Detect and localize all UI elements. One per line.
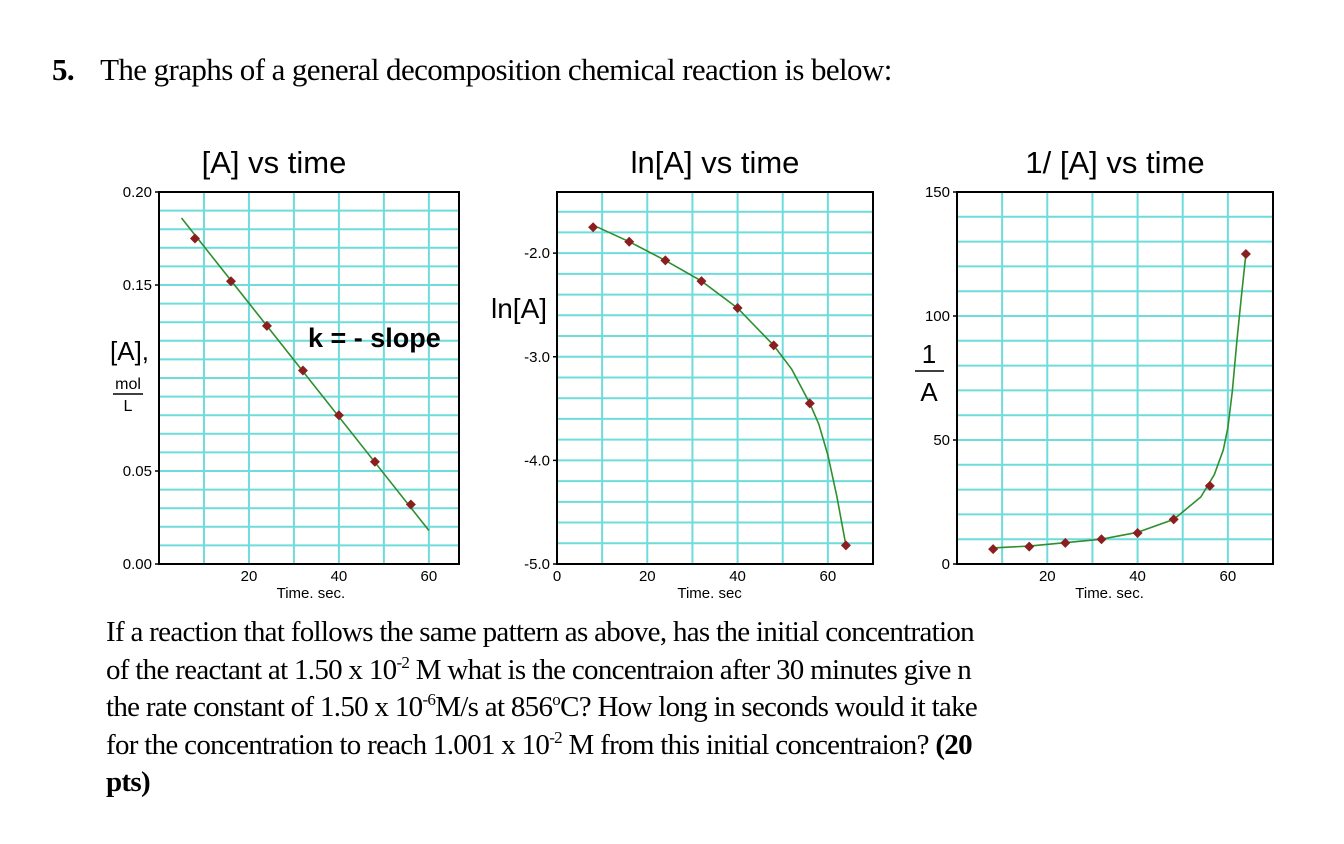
chart-3: 0 50 100 150 20 40 60 Time. sec. 1/ [A] vs time 1… — [915, 145, 1274, 602]
y-axis-label: [A], — [110, 336, 149, 366]
y-tick-label: 150 — [925, 184, 950, 201]
plot-frame — [956, 191, 1274, 565]
question-line: for the concentration to reach 1.001 x 1… — [106, 727, 977, 765]
data-point — [1024, 541, 1035, 552]
y-tick-label: 0.20 — [123, 184, 152, 201]
x-tick-label: 60 — [820, 568, 837, 585]
data-point — [261, 320, 272, 331]
data-point — [588, 222, 599, 233]
data-point — [1060, 537, 1071, 548]
text-segment: of the reactant at 1.50 x 10 — [106, 653, 397, 686]
x-tick-label: 20 — [1039, 568, 1056, 585]
trend-curve — [993, 253, 1247, 549]
data-point — [732, 303, 743, 314]
data-point — [660, 255, 671, 266]
question-text: If a reaction that follows the same patt… — [106, 614, 978, 802]
question-line: the rate constant of 1.50 x 10-6M/s at 8… — [106, 689, 978, 727]
superscript: o — [552, 690, 561, 709]
data-point — [1132, 528, 1143, 538]
data-point — [1096, 534, 1107, 545]
data-point — [1240, 249, 1251, 259]
y-tick-label: 0.05 — [123, 463, 152, 480]
y-axis-label: ln[A] — [491, 293, 547, 324]
chart-title: ln[A] vs time — [631, 145, 800, 180]
y-tick-label: 0.00 — [123, 556, 152, 573]
text-segment: C? How long in seconds would it take — [560, 691, 978, 723]
data-point — [189, 233, 200, 244]
text-segment: for the concentration to reach 1.001 x 1… — [106, 728, 550, 761]
y-tick-label: 50 — [933, 432, 950, 449]
slope-annotation: k = - slope — [308, 323, 441, 353]
data-point — [225, 276, 236, 287]
superscript: -2 — [549, 727, 562, 747]
y-tick-label: -4.0 — [524, 452, 550, 469]
y-tick-label: 100 — [925, 308, 950, 325]
superscript: -6 — [422, 690, 436, 709]
text-segment: pts) — [106, 766, 151, 798]
trend-curve — [180, 217, 430, 531]
text-segment: (20 — [935, 728, 972, 761]
x-tick-label: 20 — [639, 568, 656, 585]
data-point — [804, 398, 815, 409]
y-unit-denominator: L — [124, 398, 133, 415]
x-tick-label: 0 — [553, 568, 561, 585]
y-unit-numerator: mol — [115, 376, 141, 393]
text-segment: M/s at 856 — [435, 691, 553, 723]
plot-frame — [556, 191, 874, 565]
x-tick-label: 20 — [241, 568, 258, 585]
trend-curve — [597, 226, 847, 546]
data-point — [369, 456, 380, 467]
data-point — [405, 499, 416, 510]
y-tick-label: -2.0 — [524, 245, 550, 262]
question-line: pts) — [106, 764, 977, 802]
data-point — [1168, 514, 1179, 525]
chart-1: 0.00 0.05 0.15 0.20 20 40 60 Time. sec. [A] vs t… — [110, 145, 460, 602]
text-segment: If a reaction that follows the same patt… — [106, 616, 975, 648]
text-segment: the rate constant of 1.50 x 10 — [106, 691, 423, 723]
data-point — [1204, 480, 1215, 491]
y-tick-label: -3.0 — [524, 349, 550, 366]
question-line: of the reactant at 1.50 x 10-2 M what is… — [106, 652, 977, 690]
data-point — [840, 540, 851, 551]
plot-frame — [158, 191, 460, 565]
chart-title: [A] vs time — [202, 145, 347, 180]
question-heading: 5. The graphs of a general decomposition … — [52, 52, 892, 88]
question-line: If a reaction that follows the same patt… — [106, 614, 977, 652]
x-axis-label: Time. sec. — [1075, 585, 1144, 602]
chart-2: -2.0 -3.0 -4.0 -5.00 20 40 60 Time. sec ln[A] vs… — [491, 145, 874, 602]
x-tick-label: 40 — [729, 568, 746, 585]
x-tick-label: 60 — [421, 568, 438, 585]
y-label-numerator: 1 — [922, 339, 936, 369]
x-tick-label: 40 — [331, 568, 348, 585]
heading-text: The graphs of a general decomposition ch… — [100, 52, 892, 87]
x-tick-label: 40 — [1129, 568, 1146, 585]
x-axis-label: Time. sec. — [277, 585, 346, 602]
data-point — [297, 365, 308, 376]
question-number: 5. — [52, 52, 75, 87]
text-segment: M from this initial concentraion? — [561, 728, 936, 761]
superscript: -2 — [396, 652, 410, 672]
x-tick-label: 60 — [1220, 568, 1237, 585]
data-point — [988, 544, 999, 555]
data-point — [624, 236, 635, 247]
y-label-denominator: A — [920, 377, 938, 407]
data-point — [333, 410, 344, 421]
data-point — [696, 276, 707, 287]
chart-title: 1/ [A] vs time — [1025, 145, 1204, 180]
x-axis-label: Time. sec — [677, 585, 742, 602]
y-tick-label: -5.0 — [524, 556, 550, 573]
y-tick-label: 0 — [942, 556, 950, 573]
text-segment: M what is the concentraion after 30 minu… — [409, 653, 972, 686]
y-tick-label: 0.15 — [123, 277, 152, 294]
data-point — [768, 340, 779, 351]
